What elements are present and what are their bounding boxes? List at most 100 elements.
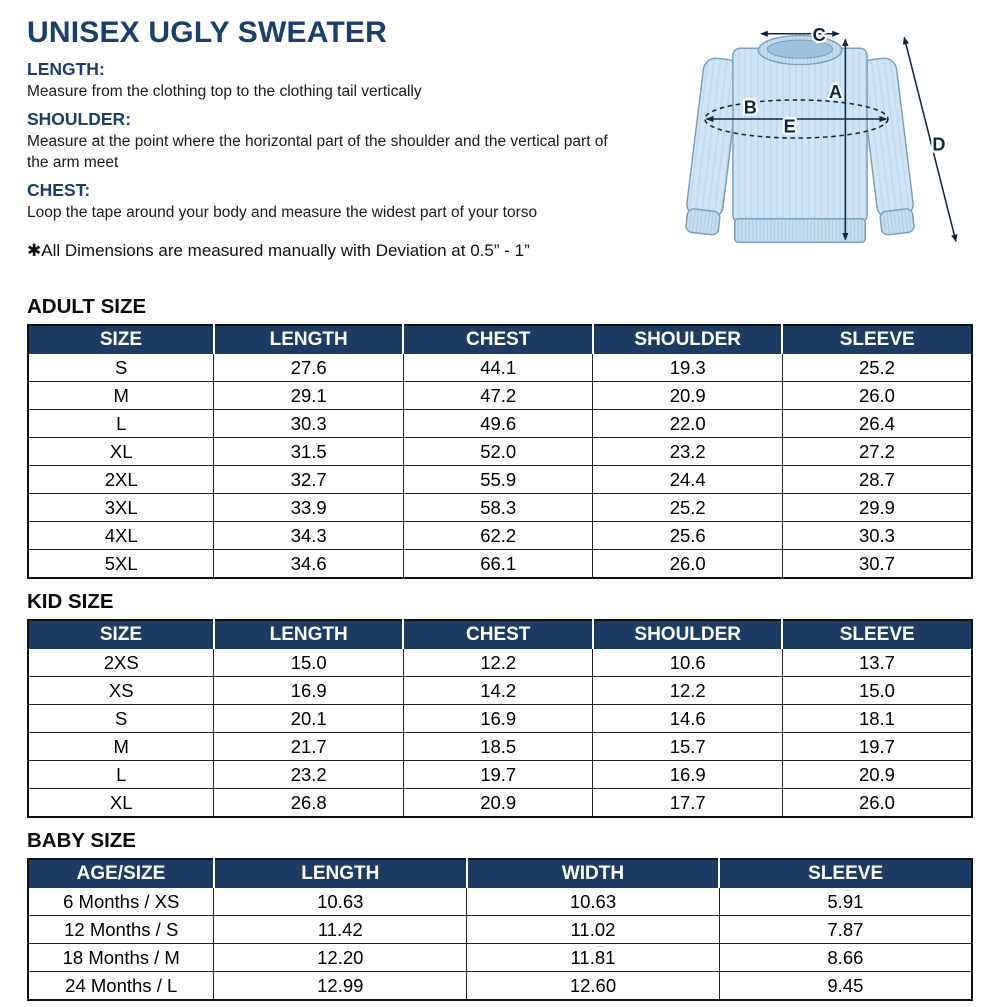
value-cell: 8.66 xyxy=(718,943,973,972)
value-cell: 26.0 xyxy=(781,381,973,410)
table-row: 5XL 34.6 66.1 26.0 30.7 xyxy=(27,549,973,579)
instruction-heading: LENGTH: xyxy=(27,59,105,79)
size-cell: M xyxy=(27,381,215,410)
value-cell: 49.6 xyxy=(402,409,594,438)
column-header: AGE/SIZE xyxy=(27,858,215,888)
value-cell: 13.7 xyxy=(781,648,973,677)
value-cell: 26.0 xyxy=(592,549,783,579)
value-cell: 58.3 xyxy=(402,493,594,522)
header-row: SIZE LENGTH CHEST SHOULDER SLEEVE xyxy=(27,619,973,649)
sweater-diagram: C A B E D xyxy=(627,12,973,284)
instruction-text: Loop the tape around your body and measu… xyxy=(27,204,538,222)
value-cell: 18.1 xyxy=(781,704,973,733)
measure-instructions: LENGTH: Measure from the clothing top to … xyxy=(27,59,619,224)
sweater-collar xyxy=(757,34,843,66)
size-cell: 5XL xyxy=(27,549,215,579)
value-cell: 29.9 xyxy=(781,493,973,522)
sweater-body xyxy=(732,47,868,244)
value-cell: 25.6 xyxy=(592,521,783,550)
value-cell: 19.7 xyxy=(402,760,594,789)
sleeve-length-arrow xyxy=(902,36,958,243)
column-header: CHEST xyxy=(402,619,594,649)
table-row: XL 31.5 52.0 23.2 27.2 xyxy=(27,437,973,466)
size-cell: 4XL xyxy=(27,521,215,550)
value-cell: 23.2 xyxy=(592,437,783,466)
size-table-section: ADULT SIZE SIZE LENGTH CHEST SHOULDER SLEEVE S… xyxy=(27,295,973,579)
section-title: KID SIZE xyxy=(27,590,114,613)
value-cell: 34.6 xyxy=(213,549,404,579)
table-row: XS 16.9 14.2 12.2 15.0 xyxy=(27,676,973,705)
size-cell: 18 Months / M xyxy=(27,943,215,972)
value-cell: 20.9 xyxy=(781,760,973,789)
value-cell: 12.2 xyxy=(592,676,783,705)
table-row: XL 26.8 20.9 17.7 26.0 xyxy=(27,788,973,818)
value-cell: 26.0 xyxy=(781,788,973,818)
size-table: SIZE LENGTH CHEST SHOULDER SLEEVE S 27.6 44.1 19… xyxy=(27,324,973,579)
size-table: SIZE LENGTH CHEST SHOULDER SLEEVE 2XS 15.0 12.2… xyxy=(27,619,973,818)
table-row: 6 Months / XS 10.63 10.63 5.91 xyxy=(27,887,973,916)
column-header: SLEEVE xyxy=(718,858,973,888)
size-cell: 2XL xyxy=(27,465,215,494)
value-cell: 66.1 xyxy=(402,549,594,579)
value-cell: 19.7 xyxy=(781,732,973,761)
value-cell: 9.45 xyxy=(718,971,973,1001)
value-cell: 24.4 xyxy=(592,465,783,494)
value-cell: 20.9 xyxy=(592,381,783,410)
table-row: 2XL 32.7 55.9 24.4 28.7 xyxy=(27,465,973,494)
value-cell: 12.2 xyxy=(402,648,594,677)
value-cell: 34.3 xyxy=(213,521,404,550)
label-c: C xyxy=(813,25,826,45)
value-cell: 17.7 xyxy=(592,788,783,818)
chest-circumference-ellipse xyxy=(704,99,889,139)
label-b: B xyxy=(744,98,757,118)
value-cell: 33.9 xyxy=(213,493,404,522)
table-row: 3XL 33.9 58.3 25.2 29.9 xyxy=(27,493,973,522)
size-cell: 6 Months / XS xyxy=(27,887,215,916)
value-cell: 11.81 xyxy=(466,943,720,972)
size-cell: L xyxy=(27,760,215,789)
value-cell: 52.0 xyxy=(402,437,594,466)
section-title: BABY SIZE xyxy=(27,829,136,852)
value-cell: 7.87 xyxy=(718,915,973,944)
header-row: SIZE LENGTH CHEST SHOULDER SLEEVE xyxy=(27,324,973,354)
instruction-heading: CHEST: xyxy=(27,180,91,201)
table-row: 12 Months / S 11.42 11.02 7.87 xyxy=(27,915,973,944)
value-cell: 47.2 xyxy=(402,381,594,410)
table-row: L 30.3 49.6 22.0 26.4 xyxy=(27,409,973,438)
value-cell: 11.42 xyxy=(213,915,468,944)
value-cell: 22.0 xyxy=(592,409,783,438)
value-cell: 31.5 xyxy=(213,437,404,466)
column-header: SLEEVE xyxy=(781,324,973,354)
column-header: SIZE xyxy=(27,324,215,354)
value-cell: 15.7 xyxy=(592,732,783,761)
value-cell: 23.2 xyxy=(213,760,404,789)
column-header: LENGTH xyxy=(212,858,468,888)
table-row: 24 Months / L 12.99 12.60 9.45 xyxy=(27,971,973,1001)
value-cell: 30.7 xyxy=(781,549,973,579)
value-cell: 12.20 xyxy=(213,943,468,972)
value-cell: 10.6 xyxy=(592,648,783,677)
value-cell: 15.0 xyxy=(781,676,973,705)
value-cell: 44.1 xyxy=(402,353,594,382)
instruction-heading: SHOULDER: xyxy=(27,109,132,130)
value-cell: 5.91 xyxy=(718,887,973,916)
page-title: UNISEX UGLY SWEATER xyxy=(27,16,387,49)
value-cell: 27.2 xyxy=(781,437,973,466)
size-cell: XS xyxy=(27,676,215,705)
size-table-section: BABY SIZE AGE/SIZE LENGTH WIDTH SLEEVE 6 Mont… xyxy=(27,829,973,1001)
instruction-text: Measure from the clothing top to the clo… xyxy=(27,83,422,100)
size-table-section: KID SIZE SIZE LENGTH CHEST SHOULDER SLEEVE 2XS… xyxy=(27,590,973,818)
column-header: LENGTH xyxy=(212,619,404,649)
sweater-illustration: C A B E D xyxy=(685,23,958,244)
column-header: WIDTH xyxy=(465,858,720,888)
value-cell: 16.9 xyxy=(592,760,783,789)
value-cell: 20.1 xyxy=(213,704,404,733)
table-row: 18 Months / M 12.20 11.81 8.66 xyxy=(27,943,973,972)
size-tables: ADULT SIZE SIZE LENGTH CHEST SHOULDER SLEEVE S… xyxy=(27,295,973,1001)
header-text-column: UNISEX UGLY SWEATER LENGTH: Measure from … xyxy=(27,10,619,261)
value-cell: 30.3 xyxy=(213,409,404,438)
value-cell: 11.02 xyxy=(466,915,720,944)
value-cell: 12.99 xyxy=(213,971,468,1001)
value-cell: 28.7 xyxy=(781,465,973,494)
